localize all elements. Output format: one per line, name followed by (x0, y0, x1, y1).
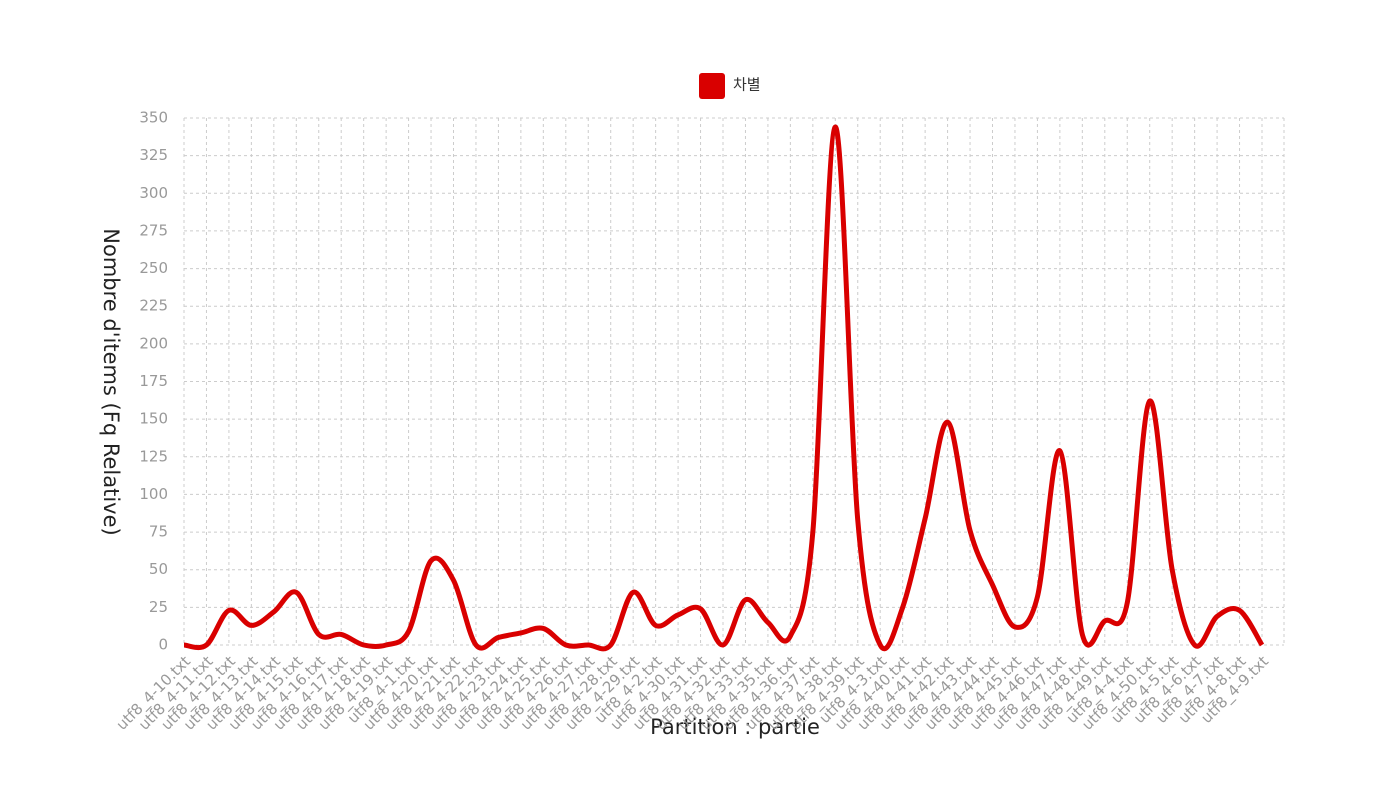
y-tick-label: 250 (139, 259, 168, 277)
y-tick-label: 100 (139, 485, 168, 503)
y-tick-label: 325 (139, 146, 168, 164)
y-tick-label: 50 (149, 560, 168, 578)
x-axis-title: Partition : partie (650, 715, 820, 739)
y-tick-label: 275 (139, 221, 168, 239)
y-tick-label: 300 (139, 184, 168, 202)
y-axis-title: Nombre d'items (Fq Relative) (99, 228, 123, 535)
y-tick-label: 350 (139, 109, 168, 127)
y-tick-label: 75 (149, 523, 168, 541)
y-tick-label: 25 (149, 598, 168, 616)
y-tick-label: 175 (139, 372, 168, 390)
legend-swatch (699, 73, 725, 99)
y-tick-label: 125 (139, 447, 168, 465)
line (183, 124, 1265, 652)
y-tick-label: 225 (139, 297, 168, 315)
y-tick-label: 0 (158, 636, 168, 654)
legend-label: 차별 (733, 76, 761, 94)
y-tick-label: 200 (139, 334, 168, 352)
y-tick-label: 150 (139, 410, 168, 428)
